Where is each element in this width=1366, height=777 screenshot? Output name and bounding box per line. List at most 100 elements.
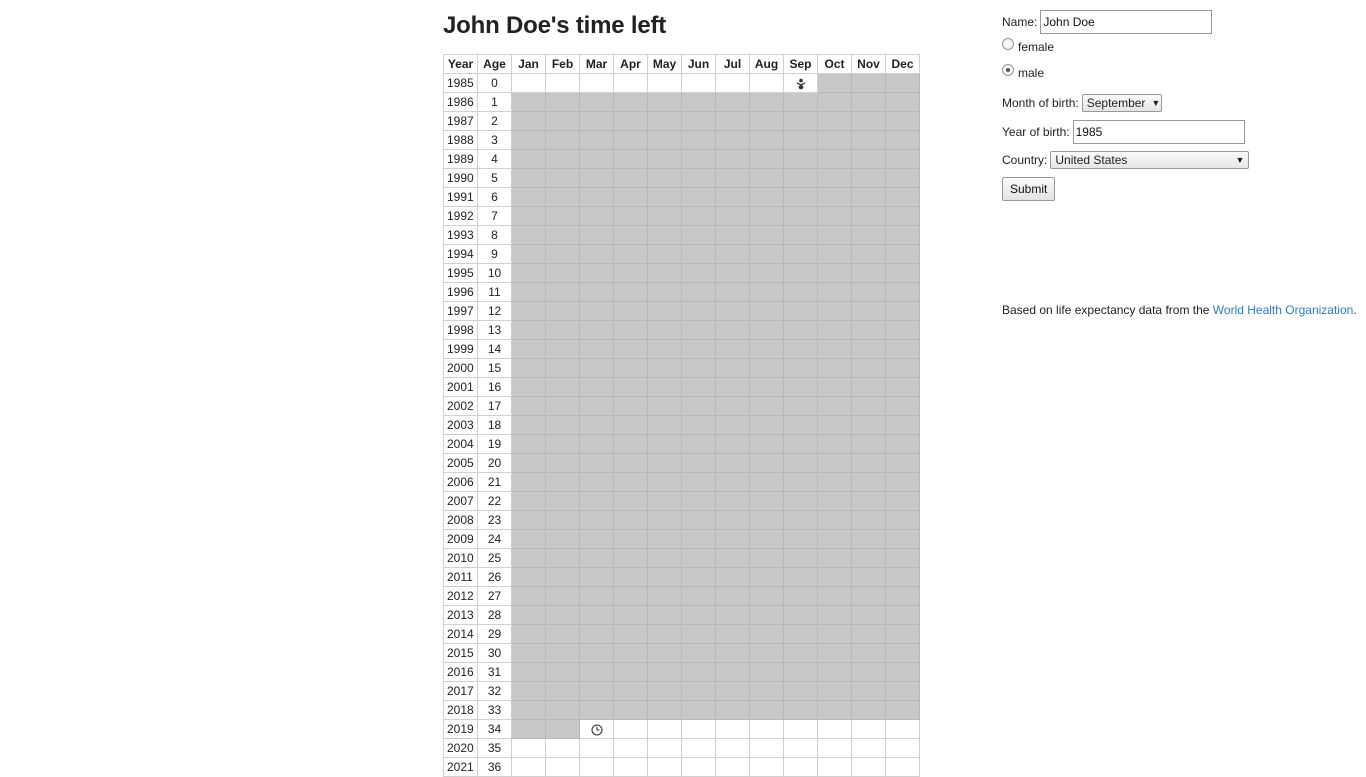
lived-month-cell (647, 377, 682, 397)
lived-month-cell (647, 548, 682, 568)
year-input[interactable] (1072, 120, 1245, 144)
lived-month-cell (851, 320, 886, 340)
lived-month-cell (749, 111, 784, 131)
grid-row: 2001 16 (443, 377, 920, 397)
row-year: 2011 (443, 567, 478, 587)
lived-month-cell (647, 320, 682, 340)
lived-month-cell (511, 111, 546, 131)
lived-month-cell (749, 605, 784, 625)
who-link[interactable]: World Health Organization (1212, 303, 1354, 317)
lived-month-cell (545, 396, 580, 416)
row-year: 2010 (443, 548, 478, 568)
name-input[interactable] (1040, 10, 1213, 34)
lived-month-cell (579, 415, 614, 435)
submit-button[interactable]: Submit (1002, 177, 1056, 201)
lived-month-cell (817, 586, 852, 606)
grid-row: 1988 3 (443, 130, 920, 150)
lived-month-cell (783, 567, 818, 587)
lived-month-cell (511, 263, 546, 283)
lived-month-cell (545, 529, 580, 549)
lived-month-cell (545, 320, 580, 340)
lived-month-cell (817, 301, 852, 321)
month-cell (545, 738, 580, 758)
row-age: 34 (477, 719, 512, 739)
grid-row: 2005 20 (443, 453, 920, 473)
female-radio[interactable] (1002, 38, 1014, 50)
lived-month-cell (715, 681, 750, 701)
lived-month-cell (817, 472, 852, 492)
row-year: 1999 (443, 339, 478, 359)
lived-month-cell (545, 301, 580, 321)
row-age: 16 (477, 377, 512, 397)
lived-month-cell (851, 377, 886, 397)
lived-month-cell (545, 681, 580, 701)
row-age: 7 (477, 206, 512, 226)
row-age: 3 (477, 130, 512, 150)
lived-month-cell (511, 301, 546, 321)
lived-month-cell (647, 187, 682, 207)
row-year: 2016 (443, 662, 478, 682)
lived-month-cell (613, 643, 648, 663)
month-cell (817, 738, 852, 758)
lived-month-cell (817, 244, 852, 264)
lived-month-cell (545, 187, 580, 207)
lived-month-cell (715, 168, 750, 188)
lived-month-cell (715, 339, 750, 359)
current-month-cell (579, 719, 614, 739)
grid-row: 1999 14 (443, 339, 920, 359)
lived-month-cell (817, 206, 852, 226)
lived-month-cell (783, 662, 818, 682)
lived-month-cell (613, 700, 648, 720)
lived-month-cell (885, 301, 920, 321)
lived-month-cell (613, 111, 648, 131)
month-cell (885, 738, 920, 758)
lived-month-cell (545, 377, 580, 397)
lived-month-cell (511, 529, 546, 549)
lived-month-cell (783, 624, 818, 644)
lived-month-cell (885, 339, 920, 359)
lived-month-cell (749, 662, 784, 682)
lived-month-cell (783, 434, 818, 454)
lived-month-cell (681, 149, 716, 169)
month-select[interactable]: September ▼ (1081, 94, 1162, 112)
lived-month-cell (783, 643, 818, 663)
month-cell (579, 757, 614, 777)
lived-month-cell (647, 225, 682, 245)
lived-month-cell (749, 529, 784, 549)
row-year: 2012 (443, 586, 478, 606)
header-month: May (647, 54, 682, 74)
lived-month-cell (579, 700, 614, 720)
lived-month-cell (817, 567, 852, 587)
lived-month-cell (613, 396, 648, 416)
lived-month-cell (613, 681, 648, 701)
month-cell (783, 719, 818, 739)
lived-month-cell (613, 624, 648, 644)
lived-month-cell (715, 149, 750, 169)
lived-month-cell (851, 358, 886, 378)
lived-month-cell (613, 149, 648, 169)
lived-month-cell (647, 263, 682, 283)
month-cell (851, 757, 886, 777)
lived-month-cell (681, 605, 716, 625)
country-select[interactable]: United States ▼ (1050, 151, 1250, 169)
grid-row: 2008 23 (443, 510, 920, 530)
grid-row: 2021 36 (443, 757, 920, 777)
row-age: 2 (477, 111, 512, 131)
row-age: 30 (477, 643, 512, 663)
lived-month-cell (749, 434, 784, 454)
footer-text: Based on life expectancy data from the (1002, 303, 1213, 317)
lived-month-cell (885, 586, 920, 606)
header-month: Nov (851, 54, 886, 74)
lived-month-cell (749, 415, 784, 435)
lived-month-cell (885, 206, 920, 226)
lived-month-cell (885, 320, 920, 340)
lived-month-cell (579, 320, 614, 340)
lived-month-cell (511, 548, 546, 568)
lived-month-cell (545, 130, 580, 150)
lived-month-cell (613, 263, 648, 283)
lived-month-cell (851, 244, 886, 264)
lived-month-cell (817, 529, 852, 549)
lived-month-cell (511, 168, 546, 188)
male-radio[interactable] (1002, 64, 1014, 76)
lived-month-cell (783, 700, 818, 720)
